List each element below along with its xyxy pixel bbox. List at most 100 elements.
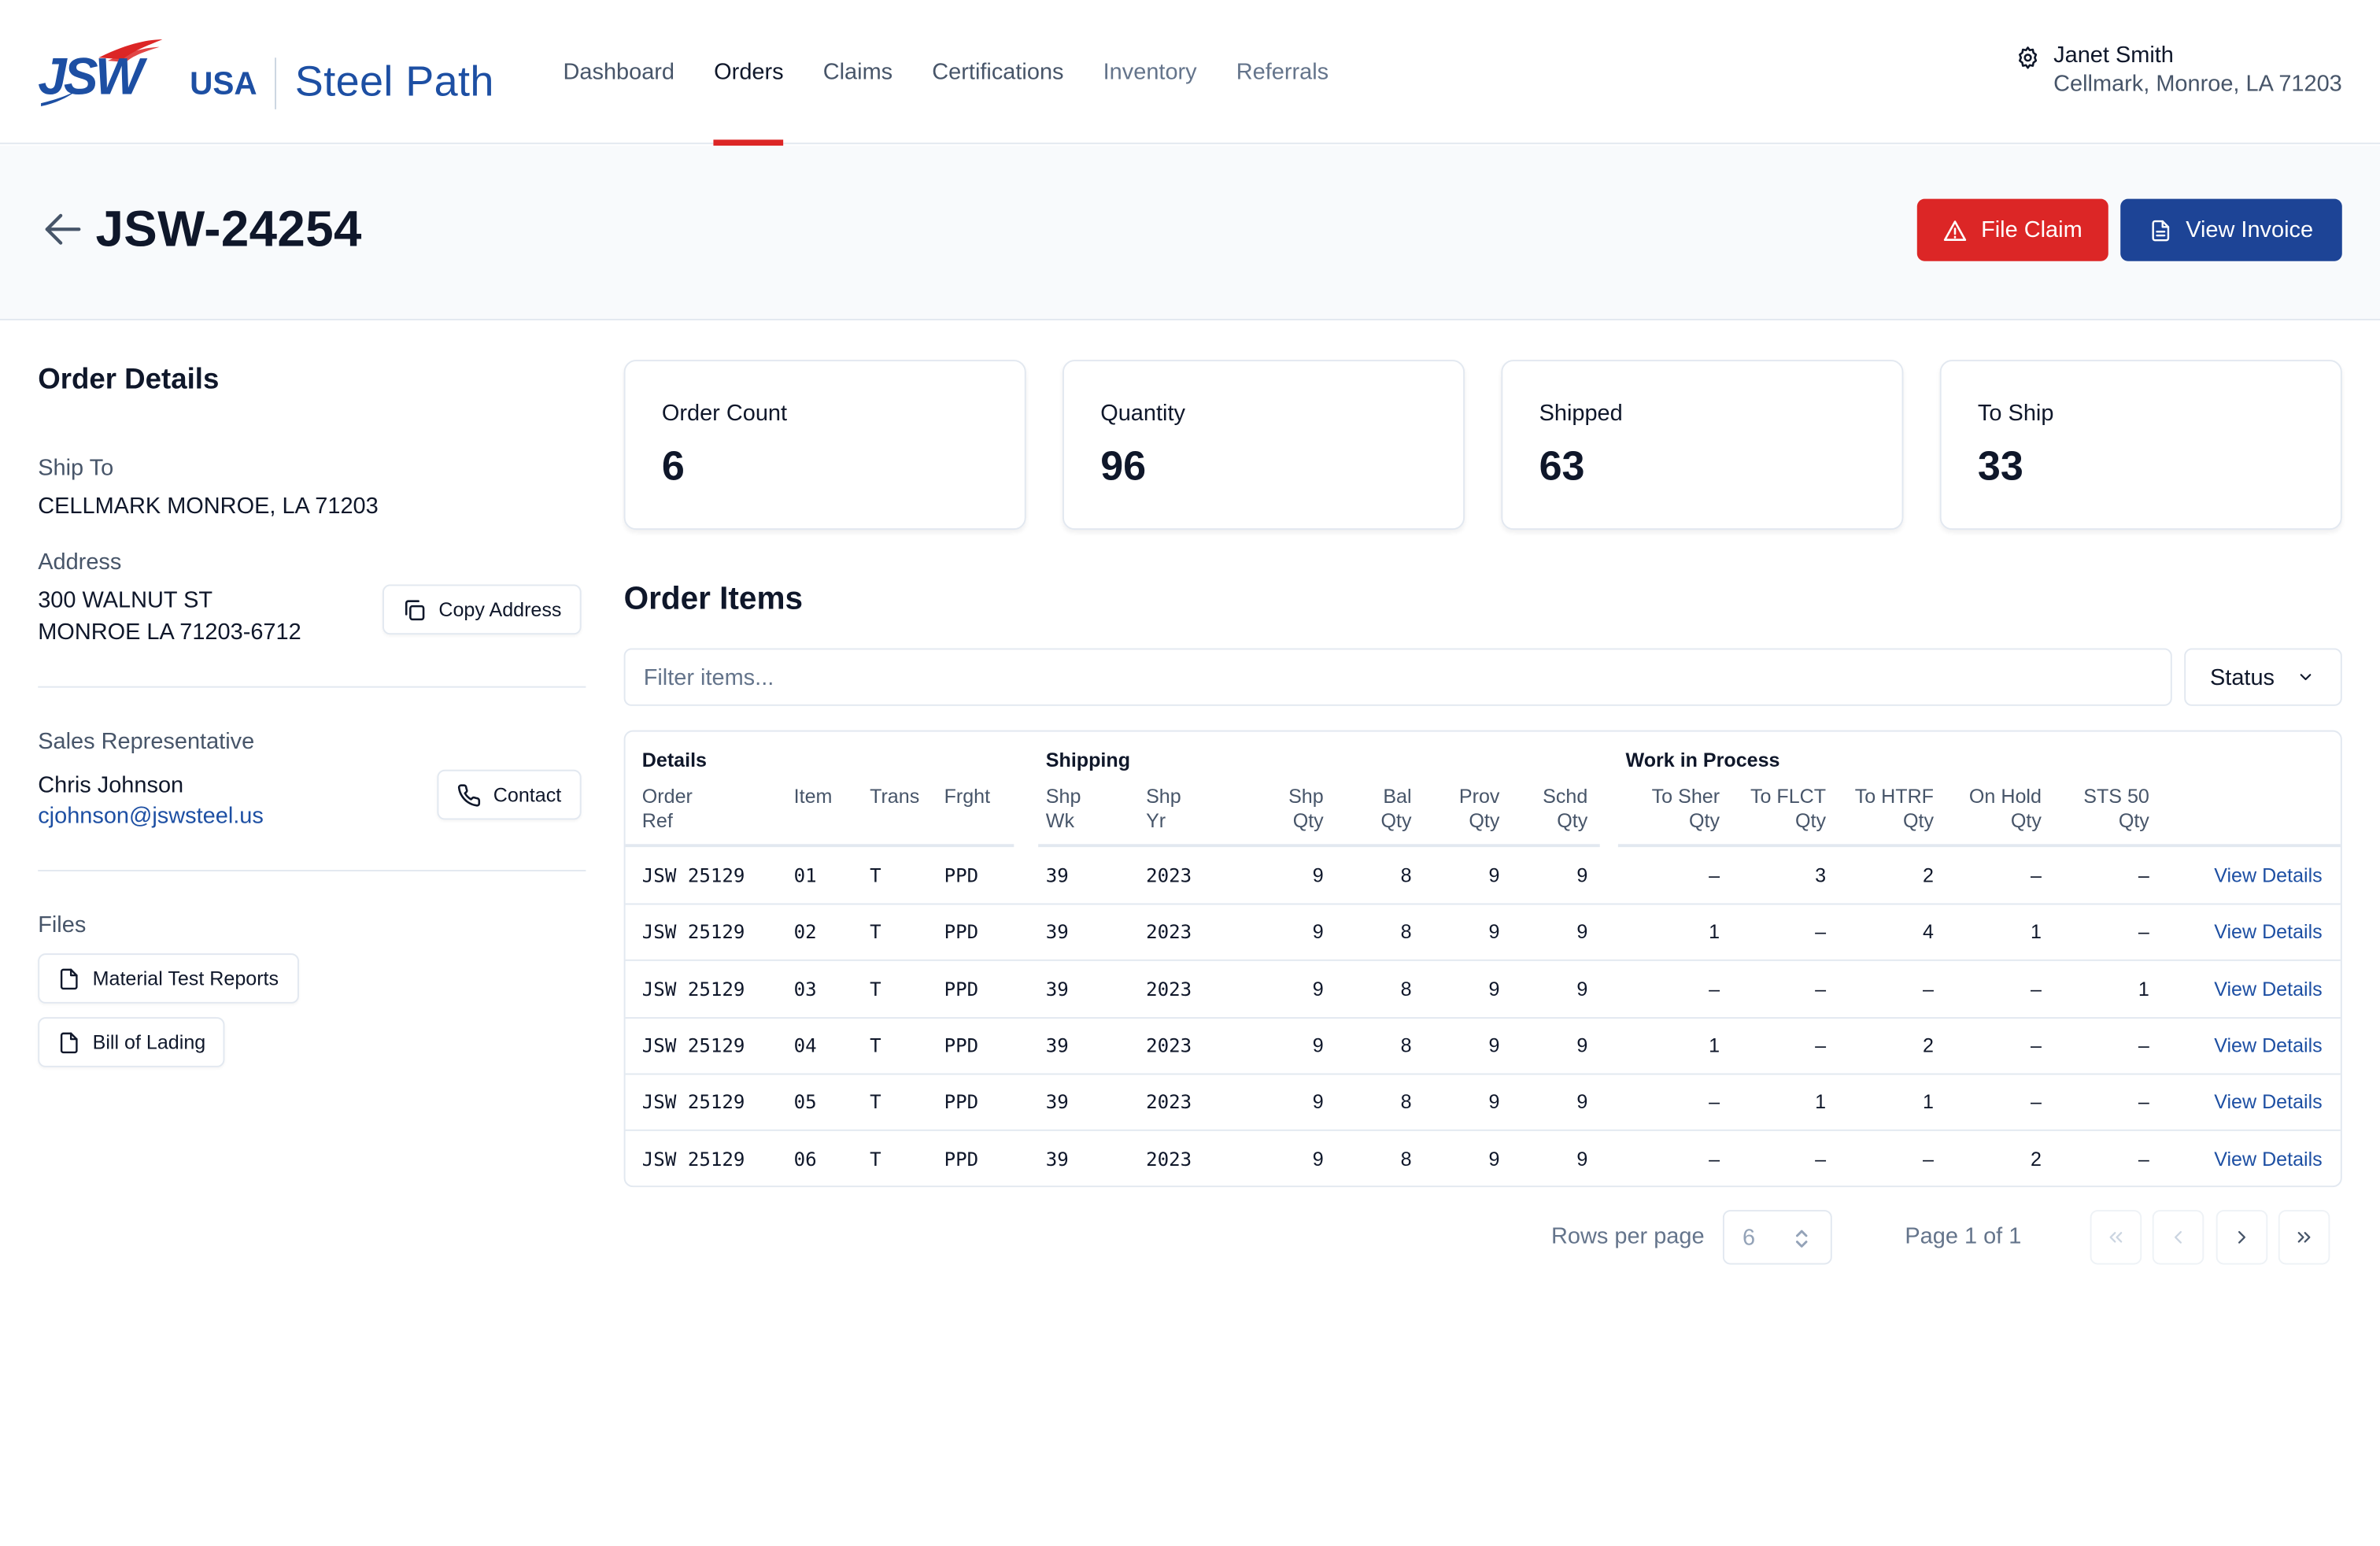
cell-sts50-qty: – xyxy=(2138,1147,2149,1170)
table-row: JSW 25129 04 T PPD 39 2023 9 8 9 9 1 – 2 – – View Detai… xyxy=(625,1017,2341,1075)
col-shp-yr[interactable]: Shp Yr xyxy=(1146,785,1181,832)
cell-sts50-qty: – xyxy=(2138,1090,2149,1114)
cell-to-sher-qty: – xyxy=(1709,1147,1720,1170)
cell-frght: PPD xyxy=(944,864,979,887)
row-divider xyxy=(625,1016,2341,1019)
group-details: Details xyxy=(641,748,708,771)
nav-referrals[interactable]: Referrals xyxy=(1236,59,1329,85)
file-icon xyxy=(60,967,78,989)
file-icon xyxy=(60,1031,78,1053)
cell-bal-qty: 8 xyxy=(1400,920,1412,944)
col-frght[interactable]: Frght xyxy=(944,785,991,808)
sales-rep-name: Chris Johnson xyxy=(38,772,184,799)
col-to-sher-qty[interactable]: To Sher Qty xyxy=(1651,785,1720,832)
cell-prov-qty: 9 xyxy=(1488,864,1500,887)
divider xyxy=(38,870,586,871)
cell-order-ref: JSW 25129 xyxy=(641,1034,745,1057)
cell-trans: T xyxy=(870,977,881,1000)
cell-item: 06 xyxy=(793,1147,817,1170)
stat-card-order-count: Order Count 6 xyxy=(623,360,1026,531)
cell-on-hold-qty: – xyxy=(2030,977,2042,1000)
col-schd-qty[interactable]: Schd Qty xyxy=(1543,785,1588,832)
jsw-swoosh-icon xyxy=(41,39,163,106)
table-row: JSW 25129 02 T PPD 39 2023 9 8 9 9 1 – 4 1 – View Detai… xyxy=(625,904,2341,962)
view-details-link[interactable]: View Details xyxy=(2214,1090,2323,1114)
nav-inventory[interactable]: Inventory xyxy=(1103,59,1197,85)
file-claim-button[interactable]: File Claim xyxy=(1916,198,2108,261)
next-page-button[interactable] xyxy=(2216,1210,2268,1265)
top-navigation-bar: JSW USA Steel Path Dashboard Orders Clai… xyxy=(0,0,2380,146)
order-items-table: Details Shipping Work in Process Order Re… xyxy=(623,730,2342,1188)
cell-order-ref: JSW 25129 xyxy=(641,1090,745,1114)
cell-to-flct-qty: – xyxy=(1815,1034,1827,1057)
previous-page-button[interactable] xyxy=(2152,1210,2204,1265)
cell-shp-yr: 2023 xyxy=(1146,977,1192,1000)
cell-to-htrf-qty: – xyxy=(1923,977,1934,1000)
row-divider xyxy=(625,1073,2341,1075)
cell-shp-wk: 39 xyxy=(1045,1090,1069,1114)
col-sts50-qty[interactable]: STS 50 Qty xyxy=(2083,785,2149,832)
last-page-button[interactable] xyxy=(2278,1210,2330,1265)
contact-button[interactable]: Contact xyxy=(437,769,582,820)
nav-certifications[interactable]: Certifications xyxy=(932,59,1064,85)
col-to-htrf-qty[interactable]: To HTRF Qty xyxy=(1854,785,1934,832)
cell-to-sher-qty: – xyxy=(1709,977,1720,1000)
filter-items-input[interactable] xyxy=(623,648,2172,706)
file-bill-of-lading[interactable]: Bill of Lading xyxy=(38,1017,226,1067)
cell-shp-yr: 2023 xyxy=(1146,1147,1192,1170)
nav-dashboard[interactable]: Dashboard xyxy=(563,59,675,85)
cell-prov-qty: 9 xyxy=(1488,1147,1500,1170)
col-prov-qty[interactable]: Prov Qty xyxy=(1458,785,1500,832)
cell-bal-qty: 8 xyxy=(1400,864,1412,887)
col-shp-wk[interactable]: Shp Wk xyxy=(1045,785,1081,832)
table-row: JSW 25129 06 T PPD 39 2023 9 8 9 9 – – – 2 – View Detai… xyxy=(626,1130,2341,1186)
cell-shp-wk: 39 xyxy=(1045,977,1069,1000)
cell-order-ref: JSW 25129 xyxy=(641,864,745,887)
view-details-link[interactable]: View Details xyxy=(2214,1034,2323,1057)
chevrons-left-icon xyxy=(2109,1232,2123,1243)
col-bal-qty[interactable]: Bal Qty xyxy=(1380,785,1412,832)
view-details-link[interactable]: View Details xyxy=(2214,864,2323,887)
user-menu[interactable]: Janet Smith Cellmark, Monroe, LA 71203 xyxy=(2016,43,2342,98)
col-shp-qty[interactable]: Shp Qty xyxy=(1288,785,1324,832)
first-page-button[interactable] xyxy=(2090,1210,2142,1265)
view-details-link[interactable]: View Details xyxy=(2214,920,2323,944)
nav-claims[interactable]: Claims xyxy=(822,59,893,85)
brand-logo[interactable]: JSW USA Steel Path xyxy=(38,36,494,109)
divider xyxy=(38,686,586,688)
file-material-test-reports[interactable]: Material Test Reports xyxy=(38,953,299,1004)
file-claim-label: File Claim xyxy=(1981,216,2082,243)
user-location: Cellmark, Monroe, LA 71203 xyxy=(2053,71,2342,98)
document-icon xyxy=(2152,219,2170,241)
view-invoice-button[interactable]: View Invoice xyxy=(2120,198,2342,261)
sales-rep-email-link[interactable]: cjohnson@jswsteel.us xyxy=(38,803,264,829)
order-details-panel: Order Details Ship To CELLMARK MONROE, L… xyxy=(38,364,586,1067)
address-line1: 300 WALNUT ST xyxy=(38,587,213,614)
rows-per-page-select[interactable]: 6 xyxy=(1722,1210,1832,1265)
address-label: Address xyxy=(38,549,122,575)
cell-to-flct-qty: – xyxy=(1815,1147,1827,1170)
gear-icon[interactable] xyxy=(2016,46,2040,77)
col-trans[interactable]: Trans xyxy=(870,785,920,808)
cell-to-flct-qty: – xyxy=(1815,977,1827,1000)
col-order-ref[interactable]: Order Ref xyxy=(641,785,693,832)
cell-shp-yr: 2023 xyxy=(1146,864,1192,887)
view-details-link[interactable]: View Details xyxy=(2214,977,2323,1000)
cell-schd-qty: 9 xyxy=(1576,864,1588,887)
nav-orders[interactable]: Orders xyxy=(714,0,784,146)
cell-schd-qty: 9 xyxy=(1576,977,1588,1000)
user-info: Janet Smith Cellmark, Monroe, LA 71203 xyxy=(2053,43,2342,98)
cell-sts50-qty: – xyxy=(2138,864,2149,887)
view-details-link[interactable]: View Details xyxy=(2214,1147,2323,1170)
row-divider xyxy=(625,903,2341,905)
status-filter-dropdown[interactable]: Status xyxy=(2184,648,2342,706)
copy-address-button[interactable]: Copy Address xyxy=(382,584,582,635)
col-to-flct-qty[interactable]: To FLCT Qty xyxy=(1750,785,1827,832)
logo-region: USA xyxy=(190,66,257,102)
file-label: Bill of Lading xyxy=(92,1030,206,1054)
col-on-hold-qty[interactable]: On Hold Qty xyxy=(1968,785,2042,832)
back-arrow-icon[interactable] xyxy=(41,208,83,250)
stat-label: Order Count xyxy=(661,401,788,427)
cell-trans: T xyxy=(870,920,881,944)
col-item[interactable]: Item xyxy=(793,785,833,808)
